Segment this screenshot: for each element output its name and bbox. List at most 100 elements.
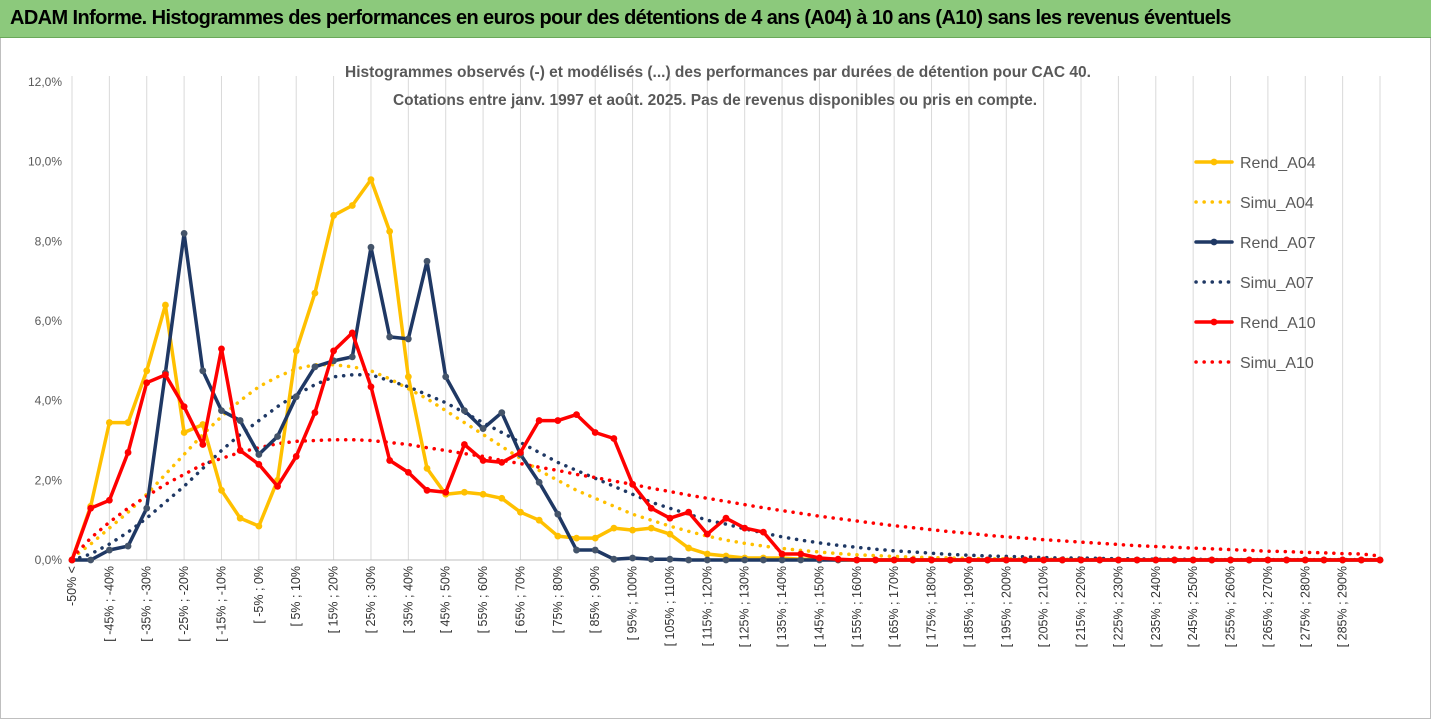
x-tick-label: [ 135% ; 140%	[775, 566, 789, 647]
data-point	[87, 556, 95, 564]
data-point	[143, 504, 151, 512]
data-point	[535, 417, 543, 424]
y-tick-label: 6,0%	[35, 314, 63, 328]
x-tick-label: [ -15% ; -10%	[214, 566, 228, 642]
data-point	[386, 457, 394, 464]
data-point	[218, 486, 225, 494]
data-point	[797, 550, 805, 558]
header-title: ADAM Informe. Histogrammes des performan…	[10, 7, 1231, 29]
data-point	[554, 532, 562, 540]
x-tick-label: [ 85% ; 90%	[588, 566, 602, 633]
data-point	[629, 526, 636, 534]
data-point	[610, 524, 618, 532]
data-point	[87, 504, 95, 512]
data-point	[292, 453, 300, 460]
data-point	[610, 555, 618, 563]
data-point	[666, 530, 674, 538]
legend-marker	[1210, 238, 1218, 246]
data-point	[685, 556, 693, 564]
legend-label: Simu_A07	[1240, 275, 1314, 292]
data-point	[1208, 556, 1216, 564]
series-line-rend-a07	[70, 231, 1382, 562]
data-point	[124, 542, 132, 550]
chart-svg: Histogrammes observés (-) et modélisés (…	[28, 64, 1384, 647]
data-point	[330, 347, 337, 355]
data-point	[292, 347, 300, 355]
data-point	[685, 508, 693, 516]
data-point	[311, 409, 319, 417]
data-point	[255, 451, 263, 458]
grid	[71, 76, 1381, 560]
data-point	[647, 504, 655, 512]
data-point	[105, 546, 113, 554]
data-point	[311, 363, 319, 371]
data-point	[853, 556, 861, 564]
data-point	[479, 457, 487, 464]
data-point	[591, 534, 599, 542]
data-point	[741, 524, 749, 532]
data-point	[367, 383, 375, 391]
data-point	[180, 429, 188, 436]
series-line-rend-a04	[70, 177, 1382, 562]
data-point	[218, 345, 225, 353]
data-point	[461, 441, 468, 448]
data-point	[386, 227, 394, 235]
x-tick-label: [ 35% ; 40%	[401, 566, 415, 633]
data-point	[1339, 556, 1347, 564]
data-point	[1171, 556, 1178, 564]
data-point	[647, 524, 655, 532]
data-point	[1152, 556, 1160, 564]
series-line-simu-a10	[70, 437, 1382, 560]
x-tick-label: [ 265% ; 270%	[1261, 566, 1275, 647]
data-point	[423, 257, 431, 265]
data-point	[180, 403, 188, 411]
chart-title-line-1: Histogrammes observés (-) et modélisés (…	[345, 64, 1091, 81]
data-point	[573, 534, 580, 542]
data-point	[404, 373, 412, 381]
y-tick-label: 4,0%	[35, 394, 63, 408]
data-point	[1376, 556, 1384, 564]
data-point	[498, 494, 506, 502]
data-point	[105, 496, 113, 504]
legend-label: Rend_A07	[1240, 235, 1316, 252]
data-point	[442, 488, 450, 496]
data-point	[703, 556, 711, 564]
data-point	[498, 409, 506, 417]
data-point	[348, 329, 356, 337]
data-point	[442, 373, 450, 381]
data-point	[236, 417, 244, 424]
legend-label: Simu_A10	[1240, 355, 1314, 372]
data-point	[498, 459, 506, 466]
data-point	[348, 202, 356, 209]
data-point	[1077, 556, 1085, 564]
data-point	[703, 550, 711, 558]
x-tick-label: [ 155% ; 160%	[850, 566, 864, 647]
data-point	[778, 556, 786, 564]
x-tick-label: [ 55% ; 60%	[476, 566, 490, 633]
data-point	[1115, 556, 1122, 564]
data-point	[1301, 556, 1309, 564]
legend-label: Rend_A04	[1240, 155, 1316, 172]
data-point	[573, 546, 580, 554]
data-point	[946, 556, 954, 564]
data-point	[479, 425, 487, 432]
x-tick-label: [ 175% ; 180%	[925, 566, 939, 647]
y-tick-label: 2,0%	[35, 473, 63, 487]
data-point	[367, 243, 375, 251]
x-tick-label: [ 5% ; 10%	[289, 566, 303, 626]
x-tick-label: [ 105% ; 110%	[663, 566, 677, 646]
data-point	[1227, 556, 1234, 564]
data-point	[461, 488, 468, 496]
data-point	[105, 419, 113, 426]
y-axis-ticks: 0,0% 2,0% 4,0% 6,0% 8,0% 10,0% 12,0%	[28, 75, 62, 567]
x-tick-label: [ 245% ; 250%	[1186, 566, 1200, 647]
data-point	[1283, 556, 1290, 564]
legend-marker	[1210, 318, 1218, 326]
data-point	[816, 554, 823, 562]
x-axis-ticks: -50% < [ -45% ; -40% [ -35% ; -30% [ -25% ;…	[65, 566, 1350, 647]
data-point	[274, 482, 281, 490]
data-point	[311, 289, 319, 297]
data-point	[162, 301, 169, 309]
data-point	[928, 556, 935, 564]
data-point	[124, 419, 132, 426]
